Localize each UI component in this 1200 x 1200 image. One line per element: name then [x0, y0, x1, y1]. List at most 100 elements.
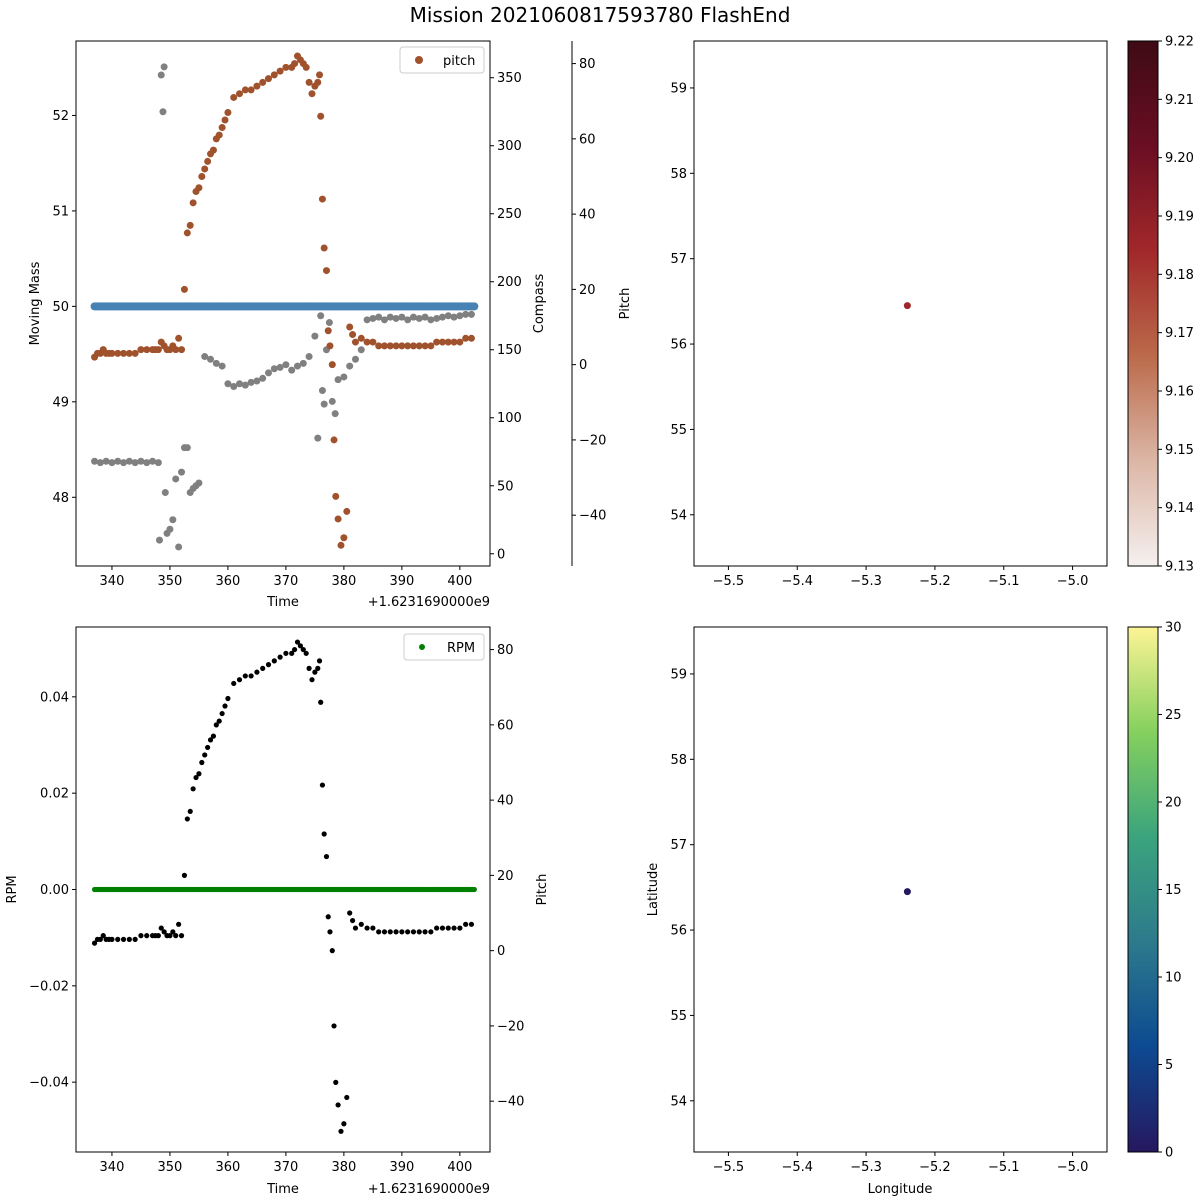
pitch-point	[375, 342, 383, 350]
colorbar	[1127, 40, 1159, 567]
pitch-point	[325, 914, 331, 920]
pitch-point	[230, 93, 238, 101]
pitch-point	[399, 929, 405, 935]
pitch-point	[259, 78, 267, 86]
compass-point	[201, 353, 209, 361]
pitch-point	[100, 933, 106, 939]
compass-point	[293, 362, 301, 370]
pitch-point	[289, 650, 295, 656]
x-tick-label: 360	[216, 574, 241, 589]
pitch-point	[183, 229, 191, 237]
colorbar	[1127, 626, 1159, 1153]
y-tick-label: −0.04	[29, 1076, 69, 1091]
pitch-point	[416, 929, 422, 935]
pitch-point	[433, 338, 441, 346]
pitch-point	[144, 933, 150, 939]
pitch-point	[363, 338, 371, 346]
pitch-point	[222, 703, 228, 709]
pitch-point	[329, 948, 335, 954]
legend-marker-rpm	[419, 644, 425, 650]
compass-point	[334, 376, 342, 384]
pitch-point	[221, 116, 229, 124]
pitch-point	[196, 771, 202, 777]
pitch-point	[180, 285, 188, 293]
compass-point	[160, 63, 168, 71]
pitch-point	[120, 349, 128, 357]
y-tick-label: 0	[579, 358, 587, 373]
panel-map-top: −5.5 −5.4 −5.3 −5.2 −5.1 −5.0 54 55 56 57 58 59 9.1…	[670, 35, 1194, 590]
pitch-point	[462, 334, 470, 342]
pitch-point	[370, 925, 376, 931]
pitch-point	[184, 816, 190, 822]
position-point	[903, 888, 911, 896]
compass-point	[404, 316, 412, 324]
y-tick-label: 0	[497, 944, 505, 959]
pitch-point	[236, 677, 243, 683]
pitch-point	[186, 221, 194, 229]
pitch-point	[316, 658, 323, 664]
pitch-point	[463, 921, 469, 927]
x-tick-label: −5.2	[919, 1160, 951, 1175]
pitch-point	[344, 1094, 350, 1101]
pitch-point	[320, 244, 328, 252]
compass-point	[328, 397, 336, 405]
legend: RPM	[403, 633, 485, 661]
pitch-point	[303, 650, 309, 656]
y-tick-label: 60	[497, 718, 514, 733]
pitch-point	[143, 346, 151, 354]
x-tick-label: 390	[389, 574, 414, 589]
pitch-point	[138, 933, 144, 939]
x-tick-label: 340	[100, 574, 125, 589]
x-tick-label: 400	[447, 574, 472, 589]
compass-point	[149, 457, 157, 465]
x-tick-label: −5.0	[1057, 1160, 1089, 1175]
pitch-point	[91, 940, 98, 946]
y-tick-label: 57	[670, 838, 687, 853]
compass-point	[409, 313, 417, 321]
compass-point	[386, 313, 394, 321]
pitch-point	[333, 1079, 339, 1085]
colorbar-tick-label: 30	[1165, 621, 1182, 636]
x-tick-label: 390	[389, 1160, 414, 1175]
pitch-point	[260, 665, 266, 671]
x-tick-label: −5.4	[781, 574, 813, 589]
x-tick-label: 350	[158, 574, 183, 589]
pitch-axis-label: Pitch	[618, 288, 633, 320]
pitch-axis-label: Pitch	[535, 874, 550, 906]
pitch-point	[170, 929, 176, 935]
pitch-point	[386, 342, 394, 350]
colorbar-tick-label: 9.15	[1165, 443, 1194, 458]
compass-point	[427, 316, 435, 324]
pitch-point	[276, 67, 284, 75]
x-tick-label: −5.2	[919, 574, 951, 589]
compass-point	[253, 377, 261, 385]
x-tick-label: −5.5	[713, 574, 745, 589]
compass-point	[195, 479, 203, 487]
pitch-point	[309, 677, 315, 683]
y-tick-label: 51	[52, 204, 69, 219]
pitch-point	[248, 673, 254, 679]
pitch-point	[115, 936, 121, 942]
pitch-point	[207, 737, 214, 743]
pitch-point	[202, 752, 208, 758]
compass-point	[318, 387, 326, 395]
compass-point	[325, 319, 333, 327]
pitch-point	[204, 157, 212, 165]
compass-point	[166, 525, 174, 533]
y-tick-label: −20	[579, 433, 606, 448]
pitch-point	[231, 680, 237, 687]
y-tick-label: 58	[670, 753, 687, 768]
pitch-point	[265, 662, 272, 668]
pitch-point	[457, 925, 463, 931]
compass-point	[96, 459, 104, 467]
y-tick-label: 300	[497, 139, 522, 154]
compass-axis-label: Compass	[532, 274, 547, 334]
compass-point	[247, 378, 255, 386]
compass-point	[444, 312, 452, 320]
compass-point	[276, 363, 284, 371]
pitch-point	[319, 782, 326, 788]
colorbar-tick-label: 9.13	[1165, 560, 1194, 575]
pitch-point	[236, 90, 244, 98]
pitch-point	[393, 929, 399, 935]
